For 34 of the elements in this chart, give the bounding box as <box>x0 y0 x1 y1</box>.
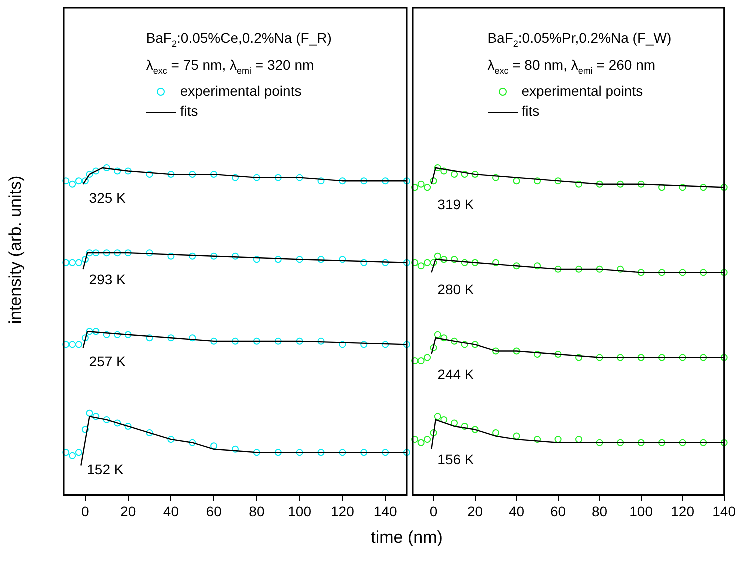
text: λ$_{exc}$ = 80 nm, λ$_{emi}$ = 260 nm <box>488 56 657 78</box>
x-tick-label: 120 <box>331 503 355 520</box>
x-tick-label: 120 <box>671 503 695 520</box>
annotation: 257 K <box>89 354 127 370</box>
x-tick-label: 40 <box>508 503 525 520</box>
x-axis-title: time (nm) <box>371 528 443 548</box>
x-tick-label: 20 <box>120 503 136 520</box>
annotation: 325 K <box>89 190 127 206</box>
annotation: 152 K <box>87 462 124 478</box>
text: λ$_{exc}$ = 75 nm, λ$_{emi}$ = 320 nm <box>146 56 316 78</box>
text: BaF$_{2}$:0.05%Pr,0.2%Na (F_W) <box>488 29 672 51</box>
legend-label: fits <box>180 102 198 122</box>
y-axis-title: intensity (arb. units) <box>6 176 26 324</box>
x-tick-label: 40 <box>163 503 180 520</box>
x-tick-label: 100 <box>630 503 654 520</box>
annotation: 156 K <box>438 452 475 468</box>
x-tick-label: 140 <box>712 503 736 520</box>
x-tick-label: 60 <box>550 503 566 520</box>
x-tick-label: 0 <box>82 503 90 520</box>
x-tick-label: 20 <box>467 503 484 520</box>
x-tick-label: 140 <box>374 503 398 520</box>
x-tick-label: 80 <box>592 503 608 520</box>
legend-label: fits <box>522 102 540 122</box>
annotation: 244 K <box>438 366 475 383</box>
x-tick-label: 100 <box>288 503 312 520</box>
annotation: 319 K <box>438 196 475 212</box>
x-tick-label: 0 <box>430 503 438 520</box>
text: BaF$_{2}$:0.05%Ce,0.2%Na (F_R) <box>146 29 332 51</box>
x-tick-label: 80 <box>249 503 265 520</box>
annotation: 280 K <box>438 282 475 298</box>
annotation: 293 K <box>89 272 127 288</box>
legend-label: experimental points <box>522 82 644 102</box>
legend-label: experimental points <box>180 82 302 102</box>
x-tick-label: 60 <box>206 503 222 520</box>
